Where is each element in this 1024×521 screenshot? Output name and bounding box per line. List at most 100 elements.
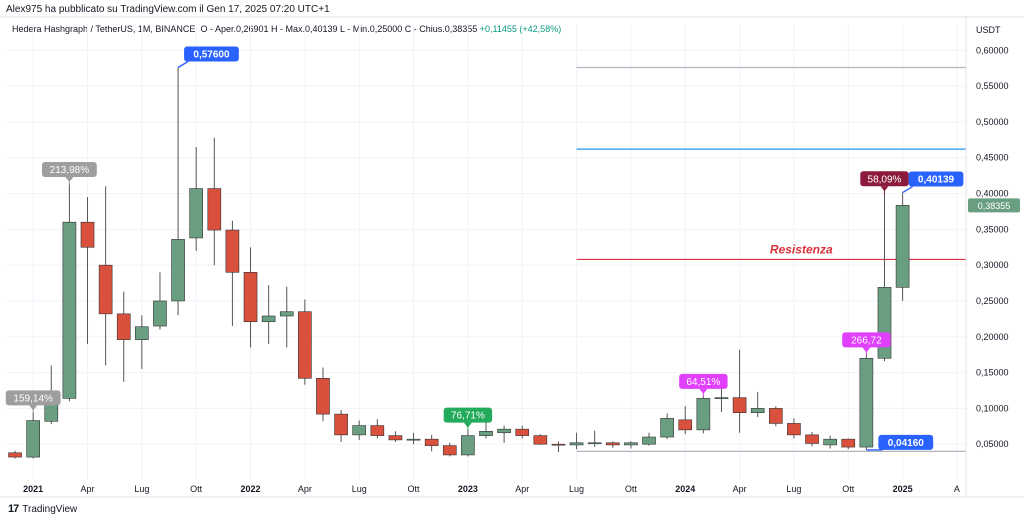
chart-grid	[6, 22, 966, 480]
candle-body	[388, 435, 403, 441]
y-tick-label: 0,10000	[976, 403, 1009, 413]
x-tick-label: Apr	[733, 484, 747, 494]
callout-label: 213,98%	[50, 165, 90, 176]
y-tick-label: 0,45000	[976, 153, 1009, 163]
callout-pointer	[902, 185, 913, 194]
x-tick-label: Lug	[352, 484, 367, 494]
symbol-legend: Hedera Hashgraph / TetherUS, 1M, BINANCE…	[12, 24, 561, 34]
candle-body	[841, 438, 856, 448]
y-tick-label: 0,35000	[976, 224, 1009, 234]
callout-pointer	[29, 405, 38, 411]
y-tick-label: 0,30000	[976, 260, 1009, 270]
publisher-line: Alex975 ha pubblicato su TradingView.com…	[6, 4, 330, 15]
candle-body	[171, 239, 185, 302]
ohlc-values: O - Aper.0,26901 H - Max.0,40139 L - Min…	[200, 24, 478, 34]
candle-body	[515, 428, 530, 436]
callout-box	[860, 171, 909, 187]
callout-box	[5, 390, 61, 406]
candle-body	[768, 408, 783, 424]
callout-box	[41, 161, 97, 177]
candle-body	[787, 423, 801, 436]
candle-body	[823, 438, 837, 446]
candle-body	[8, 452, 22, 458]
candle-body	[424, 438, 439, 446]
x-tick-label: Apr	[515, 484, 529, 494]
callout-pointer	[65, 176, 74, 182]
footer-brand: TradingView	[22, 503, 78, 515]
callout-pointer	[177, 60, 189, 69]
x-tick-label: Lug	[569, 484, 584, 494]
x-tick-label: Apr	[298, 484, 312, 494]
x-tick-label: Ott	[408, 484, 421, 494]
callouts: 159,14% 213,98% 0,57600 76,71% 64,51% 266,72 0…	[5, 46, 964, 451]
resistance-label: Resistenza	[770, 242, 833, 256]
callout-label: 58,09%	[868, 174, 902, 185]
callout-label: 159,14%	[13, 393, 53, 404]
candle-body	[135, 326, 149, 340]
candle-body	[243, 272, 258, 323]
symbol-name: Hedera Hashgraph / TetherUS, 1M, BINANCE	[12, 24, 196, 34]
callout-label: 76,71%	[451, 411, 485, 422]
candle-body	[116, 313, 131, 340]
candle-body	[406, 438, 421, 441]
callout-box	[184, 46, 239, 62]
callout-label: 0,57600	[193, 50, 230, 61]
candle-body	[624, 442, 638, 446]
x-tick-label: 2021	[23, 484, 43, 494]
candle-body	[696, 398, 711, 431]
x-tick-label: 2025	[893, 484, 913, 494]
callout-pointer	[880, 186, 889, 192]
candle-body	[859, 357, 874, 448]
y-tick-label: 0,40000	[976, 189, 1009, 199]
y-unit-label: USDT	[976, 25, 1001, 35]
candle-body	[225, 229, 240, 273]
candle-body	[316, 378, 330, 415]
candle-body	[877, 287, 892, 359]
callout-label: 266,72	[851, 335, 882, 346]
y-tick-label: 0,25000	[976, 296, 1009, 306]
candle-body	[298, 311, 312, 379]
candle-body	[207, 188, 222, 231]
callout-box	[443, 407, 493, 423]
candle-body	[497, 428, 511, 434]
candle-body	[479, 431, 493, 436]
horizontal-lines: Resistenza	[576, 66, 966, 452]
candle-body	[533, 435, 548, 445]
candle-body	[261, 315, 276, 323]
y-tick-label: 0,60000	[976, 45, 1009, 55]
candles	[8, 67, 910, 459]
y-axis: 0,05000 0,10000 0,15000 0,20000 0,25000 0,300…	[965, 16, 1020, 497]
candle-body	[750, 408, 765, 413]
callout-box	[878, 434, 934, 450]
candle-body	[732, 397, 747, 413]
x-tick-label: 2024	[675, 484, 695, 494]
y-tick-label: 0,55000	[976, 81, 1009, 91]
x-tick-label: 2023	[458, 484, 478, 494]
candle-body	[678, 419, 693, 431]
candle-body	[189, 188, 204, 239]
callout-box	[908, 171, 964, 187]
x-tick-label: 2022	[241, 484, 261, 494]
change-value: +0,11455 (+42,58%)	[479, 24, 562, 34]
candle-body	[442, 445, 457, 456]
candle-body	[569, 442, 584, 446]
callout-pointer	[463, 422, 472, 428]
y-tick-label: 0,15000	[976, 368, 1009, 378]
x-tick-label: Ott	[190, 484, 203, 494]
tradingview-logo-icon: 17	[8, 503, 19, 515]
candle-body	[805, 434, 819, 444]
y-tick-label: 0,05000	[976, 439, 1009, 449]
x-axis: 2021 Apr Lug Ott 2022 Apr Lug Ott 2023 Apr Lug Ott 2…	[0, 16, 1024, 498]
price-tag	[968, 198, 1020, 213]
x-tick-label: Lug	[786, 484, 801, 494]
price-tag-label: 0,38355	[978, 201, 1011, 211]
footer: 17 TradingView	[8, 503, 77, 515]
x-tick-label: A	[954, 484, 960, 494]
candle-body	[714, 397, 729, 399]
candle-body	[895, 205, 910, 288]
candle-body	[605, 442, 620, 446]
callout-pointer	[862, 347, 871, 353]
callout-label: 0,40139	[918, 175, 955, 186]
x-tick-label: Ott	[625, 484, 638, 494]
